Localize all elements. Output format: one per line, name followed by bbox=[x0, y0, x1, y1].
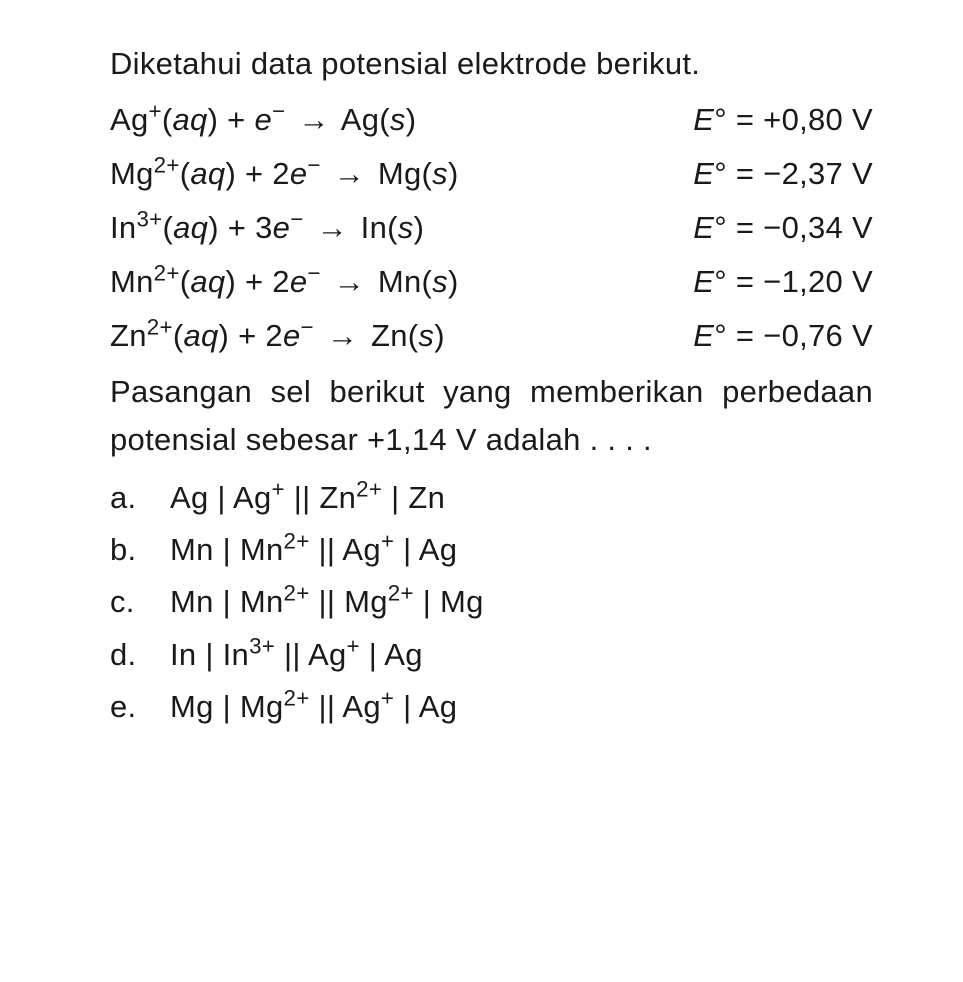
equation-row: Ag+(aq) + e− → Ag(s)E° = +0,80 V bbox=[110, 96, 873, 144]
option-letter: d. bbox=[110, 631, 170, 679]
equation-potential: E° = −0,34 V bbox=[693, 204, 873, 252]
option-text: In | In3+ || Ag+ | Ag bbox=[170, 631, 873, 679]
question-text: Pasangan sel berikut yang memberikan per… bbox=[110, 368, 873, 464]
option-row: e.Mg | Mg2+ || Ag+ | Ag bbox=[110, 683, 873, 731]
equation-left: In3+(aq) + 3e− → In(s) bbox=[110, 204, 693, 252]
option-letter: b. bbox=[110, 526, 170, 574]
option-text: Mn | Mn2+ || Mg2+ | Mg bbox=[170, 578, 873, 626]
option-row: c.Mn | Mn2+ || Mg2+ | Mg bbox=[110, 578, 873, 626]
equation-left: Mn2+(aq) + 2e− → Mn(s) bbox=[110, 258, 693, 306]
equation-left: Zn2+(aq) + 2e− → Zn(s) bbox=[110, 312, 693, 360]
equation-potential: E° = −2,37 V bbox=[693, 150, 873, 198]
options-list: a.Ag | Ag+ || Zn2+ | Znb.Mn | Mn2+ || Ag… bbox=[110, 474, 873, 730]
option-text: Ag | Ag+ || Zn2+ | Zn bbox=[170, 474, 873, 522]
equation-row: In3+(aq) + 3e− → In(s)E° = −0,34 V bbox=[110, 204, 873, 252]
option-letter: a. bbox=[110, 474, 170, 522]
option-row: d.In | In3+ || Ag+ | Ag bbox=[110, 631, 873, 679]
equation-potential: E° = −1,20 V bbox=[693, 258, 873, 306]
option-row: a.Ag | Ag+ || Zn2+ | Zn bbox=[110, 474, 873, 522]
equation-row: Mg2+(aq) + 2e− → Mg(s)E° = −2,37 V bbox=[110, 150, 873, 198]
option-text: Mn | Mn2+ || Ag+ | Ag bbox=[170, 526, 873, 574]
option-letter: e. bbox=[110, 683, 170, 731]
option-letter: c. bbox=[110, 578, 170, 626]
equation-potential: E° = −0,76 V bbox=[693, 312, 873, 360]
equation-left: Mg2+(aq) + 2e− → Mg(s) bbox=[110, 150, 693, 198]
equation-row: Zn2+(aq) + 2e− → Zn(s)E° = −0,76 V bbox=[110, 312, 873, 360]
option-text: Mg | Mg2+ || Ag+ | Ag bbox=[170, 683, 873, 731]
equations-block: Ag+(aq) + e− → Ag(s)E° = +0,80 VMg2+(aq)… bbox=[110, 96, 873, 360]
equation-potential: E° = +0,80 V bbox=[693, 96, 873, 144]
intro-text: Diketahui data potensial elektrode berik… bbox=[110, 40, 873, 88]
equation-left: Ag+(aq) + e− → Ag(s) bbox=[110, 96, 693, 144]
equation-row: Mn2+(aq) + 2e− → Mn(s)E° = −1,20 V bbox=[110, 258, 873, 306]
problem-content: Diketahui data potensial elektrode berik… bbox=[110, 40, 873, 731]
option-row: b.Mn | Mn2+ || Ag+ | Ag bbox=[110, 526, 873, 574]
